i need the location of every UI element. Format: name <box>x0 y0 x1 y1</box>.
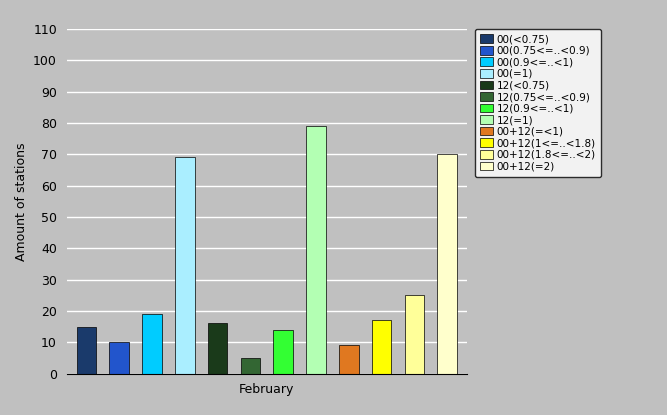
Legend: 00(<0.75), 00(0.75<=..<0.9), 00(0.9<=..<1), 00(=1), 12(<0.75), 12(0.75<=..<0.9),: 00(<0.75), 00(0.75<=..<0.9), 00(0.9<=..<… <box>475 29 601 177</box>
Bar <box>405 295 424 374</box>
Bar <box>438 154 457 374</box>
Bar <box>339 345 359 374</box>
Bar <box>142 314 162 374</box>
Bar <box>372 320 392 374</box>
Bar <box>175 157 195 374</box>
Bar <box>207 323 227 374</box>
Y-axis label: Amount of stations: Amount of stations <box>15 142 27 261</box>
Bar <box>77 327 96 374</box>
Bar <box>241 358 260 374</box>
Bar <box>109 342 129 374</box>
Bar <box>306 126 326 374</box>
Bar <box>273 330 293 374</box>
